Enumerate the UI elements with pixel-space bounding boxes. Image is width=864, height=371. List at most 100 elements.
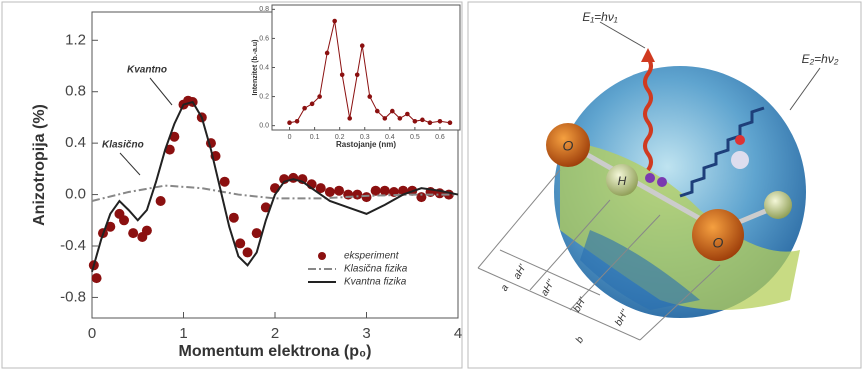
y-tick-label: 0.8: [65, 83, 86, 100]
annotation: Klasično: [102, 140, 144, 151]
illustration-label: E₂=hν₂: [802, 52, 839, 66]
series-line: [91, 100, 459, 272]
bond: [568, 142, 722, 233]
x-axis-label: Rastojanje (nm): [336, 140, 396, 149]
data-point: [169, 131, 180, 142]
legend-label: Kvantna fizika: [344, 277, 407, 288]
x-tick-label: 0.4: [385, 134, 395, 141]
data-point: [416, 192, 427, 203]
series-line: [91, 184, 458, 202]
series-line: [289, 20, 451, 124]
data-point: [352, 189, 363, 200]
annotation: Kvantno: [127, 65, 167, 76]
data-point: [390, 108, 395, 114]
data-point: [447, 120, 453, 126]
arrow-head: [641, 48, 655, 62]
data-point: [219, 176, 230, 187]
dim-line: [569, 214, 661, 311]
illustration-label: O: [713, 235, 724, 251]
data-point: [370, 185, 381, 196]
x-tick-label: 4: [454, 325, 462, 342]
data-point: [382, 116, 388, 121]
x-tick-label: 0.3: [360, 134, 370, 141]
legend-label: eksperiment: [344, 251, 400, 262]
y-tick-label: -0.4: [60, 237, 86, 254]
illustration-label: a: [499, 283, 512, 294]
data-point: [309, 101, 315, 107]
data-point: [235, 238, 246, 249]
atom-h: [764, 191, 792, 219]
data-point: [359, 43, 365, 48]
y-axis-label: Intenzitet (b.-a.u): [252, 40, 259, 96]
data-point: [354, 72, 360, 78]
atom-h: [606, 164, 638, 196]
legend-swatch: [318, 252, 326, 260]
x-tick-label: 0: [288, 134, 292, 141]
electron: [657, 177, 667, 187]
x-tick-label: 0.2: [335, 134, 345, 141]
atom-o: [546, 123, 590, 167]
data-point: [332, 18, 337, 24]
illustration-label: O: [563, 138, 574, 154]
data-point: [302, 105, 307, 111]
data-point: [412, 118, 418, 124]
y-tick-label: 0.4: [259, 64, 269, 71]
legend-label: Klasična fizika: [344, 264, 408, 275]
data-point: [228, 212, 239, 223]
data-point: [324, 187, 335, 197]
data-point: [294, 118, 300, 124]
data-point: [405, 111, 410, 117]
leader: [789, 67, 821, 111]
inset-chart: 0 0.1 0.2 0.3 0.4 0.5 0.6 0.0 0.2 0.4 0.6 0.8 Rastoj…: [252, 4, 461, 149]
x-tick-label: 2: [271, 325, 279, 342]
data-point: [317, 94, 322, 99]
x-tick-label: 1: [179, 325, 187, 342]
y-tick-label: 0.0: [65, 186, 86, 203]
atom-small: [731, 151, 749, 169]
dim-line: [529, 199, 611, 291]
data-point: [374, 108, 380, 114]
data-point: [141, 225, 152, 236]
data-point: [379, 185, 390, 196]
atom-o: [692, 209, 744, 261]
wave-arrow: [643, 56, 653, 172]
illustration-label: b: [574, 335, 587, 346]
x-tick-label: 3: [362, 325, 370, 342]
data-point: [324, 50, 330, 56]
data-point: [361, 192, 372, 203]
leader: [599, 21, 646, 49]
y-tick-label: 0.0: [259, 122, 269, 129]
data-point: [288, 172, 299, 183]
y-axis-label: Anizotropija (%): [31, 104, 48, 226]
data-point: [347, 116, 353, 121]
data-point: [334, 185, 345, 196]
data-point: [420, 117, 425, 123]
data-point: [260, 202, 271, 213]
dim-line: [477, 169, 561, 269]
x-tick-label: 0.5: [410, 134, 420, 141]
atom-small: [735, 135, 745, 145]
x-axis-label: Momentum elektrona (p₀): [179, 343, 372, 360]
illustration-label: E₁=hν₁: [582, 10, 617, 24]
x-tick-label: 0.1: [310, 134, 320, 141]
x-tick-label: 0.6: [435, 134, 445, 141]
data-point: [367, 94, 373, 99]
illustration-label: H: [618, 174, 627, 188]
data-point: [155, 196, 166, 206]
data-point: [427, 120, 433, 126]
y-tick-label: -0.8: [60, 288, 86, 305]
shade: [580, 230, 700, 310]
wave-arrow: [679, 106, 765, 198]
dim-line: [499, 249, 601, 296]
annotation-arrow: [149, 77, 173, 106]
data-point: [315, 183, 326, 194]
dim-line: [477, 267, 641, 341]
y-tick-label: 0.2: [259, 93, 269, 100]
dim-line: [639, 264, 721, 341]
data-point: [287, 120, 292, 126]
data-point: [105, 221, 116, 232]
data-point: [119, 215, 130, 226]
